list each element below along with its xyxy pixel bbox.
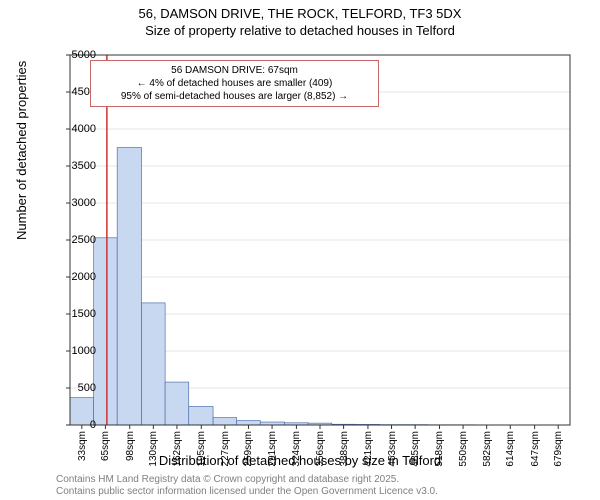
x-axis-label: Distribution of detached houses by size … bbox=[0, 453, 600, 468]
annotation-line2: ← 4% of detached houses are smaller (409… bbox=[97, 77, 372, 90]
chart-title: 56, DAMSON DRIVE, THE ROCK, TELFORD, TF3… bbox=[0, 0, 600, 40]
y-tick: 1500 bbox=[56, 308, 96, 320]
y-tick: 500 bbox=[56, 382, 96, 394]
y-tick: 0 bbox=[56, 419, 96, 431]
y-tick: 4000 bbox=[56, 123, 96, 135]
y-tick: 2000 bbox=[56, 271, 96, 283]
title-line2: Size of property relative to detached ho… bbox=[0, 23, 600, 40]
y-tick: 1000 bbox=[56, 345, 96, 357]
y-tick: 3500 bbox=[56, 160, 96, 172]
plot-area bbox=[70, 55, 570, 425]
chart-container: 56, DAMSON DRIVE, THE ROCK, TELFORD, TF3… bbox=[0, 0, 600, 500]
annotation-box: 56 DAMSON DRIVE: 67sqm ← 4% of detached … bbox=[90, 60, 379, 107]
title-line1: 56, DAMSON DRIVE, THE ROCK, TELFORD, TF3… bbox=[0, 6, 600, 23]
footer-line2: Contains public sector information licen… bbox=[56, 486, 438, 498]
footer-attribution: Contains HM Land Registry data © Crown c… bbox=[56, 474, 438, 498]
y-tick: 3000 bbox=[56, 197, 96, 209]
histogram-svg bbox=[70, 55, 570, 425]
annotation-line3: 95% of semi-detached houses are larger (… bbox=[97, 90, 372, 103]
annotation-line1: 56 DAMSON DRIVE: 67sqm bbox=[97, 64, 372, 77]
y-axis-label: Number of detached properties bbox=[14, 61, 29, 240]
y-tick: 2500 bbox=[56, 234, 96, 246]
footer-line1: Contains HM Land Registry data © Crown c… bbox=[56, 474, 438, 486]
